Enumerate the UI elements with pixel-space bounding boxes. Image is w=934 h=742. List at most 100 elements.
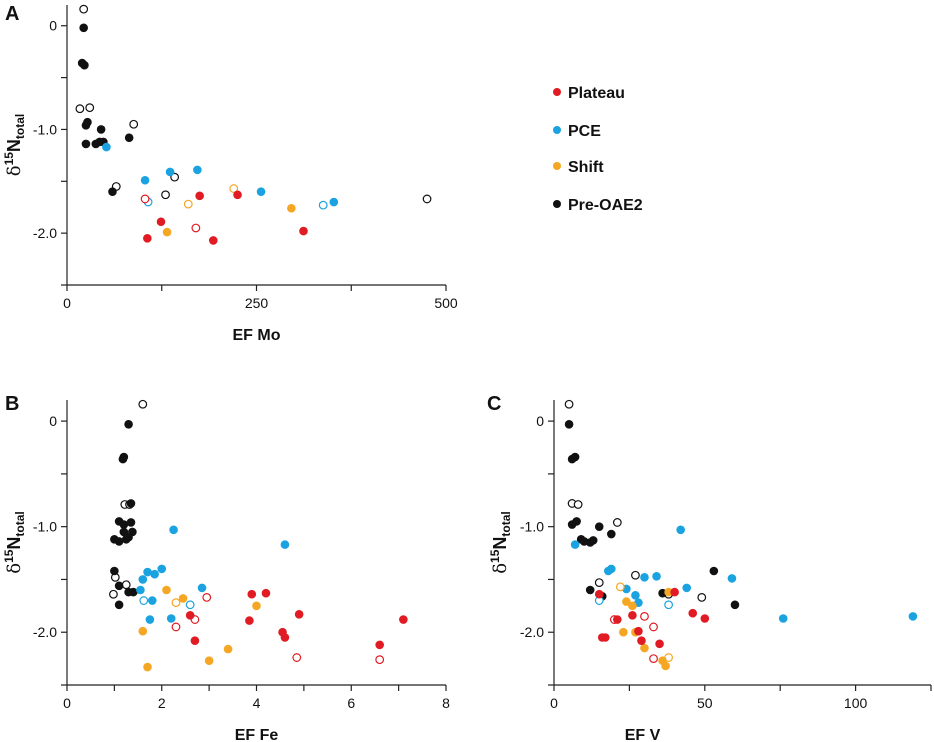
point-filled-pce-c: [652, 571, 661, 581]
point-filled-pre-oae2-b: [110, 566, 119, 576]
point-filled-pce-c: [570, 540, 580, 549]
point-filled-pce-b: [145, 615, 155, 624]
point-filled-shift-b: [178, 594, 188, 603]
y-tick-label-b: 0: [49, 413, 57, 429]
point-filled-pre-oae2-a: [83, 117, 92, 127]
legend-label-shift: Shift: [568, 159, 604, 176]
point-open-plateau-b: [375, 655, 385, 665]
point-filled-pce-a: [256, 187, 266, 196]
x-tick-label-b: 0: [63, 695, 71, 711]
point-filled-plateau-a: [299, 226, 308, 236]
point-filled-pce-c: [676, 525, 685, 535]
y-tick-label-c: -2.0: [520, 624, 544, 640]
point-filled-plateau-c: [655, 639, 664, 649]
point-filled-plateau-b: [261, 588, 271, 598]
point-filled-shift-b: [138, 626, 148, 636]
legend-marker-pre-oae2: [553, 200, 561, 208]
point-open-pre-oae2-a: [129, 119, 139, 129]
point-filled-pce-b: [197, 583, 207, 593]
point-filled-pce-b: [143, 567, 152, 577]
point-open-pce-a: [318, 200, 328, 210]
point-filled-pre-oae2-b: [124, 419, 133, 429]
legend: Plateau PCE Shift Pre-OAE2: [553, 85, 643, 214]
point-filled-shift-c: [622, 597, 631, 606]
point-filled-plateau-c: [700, 614, 710, 623]
panel-a: A 0 -1.0 -2.0 0 250 500 EF Mo δ15Ntotal: [2, 3, 458, 344]
point-filled-pre-oae2-c: [570, 452, 580, 462]
x-tick-label-a: 0: [63, 295, 71, 311]
point-filled-pce-c: [908, 612, 918, 621]
point-filled-shift-b: [223, 644, 233, 654]
point-filled-pre-oae2-c: [594, 522, 604, 531]
legend-marker-pce: [553, 126, 561, 134]
x-tick-label-b: 8: [442, 695, 450, 711]
y-tick-label-b: -1.0: [33, 519, 57, 535]
y-tick-label-a: 0: [49, 18, 57, 34]
point-filled-plateau-a: [143, 234, 152, 243]
x-axis-title-c: EF V: [625, 727, 661, 742]
point-filled-pre-oae2-c: [564, 419, 574, 429]
point-filled-pce-b: [147, 596, 157, 605]
point-open-pre-oae2-b: [109, 589, 118, 599]
point-filled-pce-b: [169, 525, 178, 535]
point-open-shift-b: [171, 598, 181, 608]
point-open-pre-oae2-c: [631, 570, 640, 580]
point-filled-pre-oae2-c: [709, 566, 719, 576]
x-tick-label-c: 0: [550, 695, 558, 711]
panel-b: B 0 -1.0 -2.0 0 2 4 6 8 EF Fe δ15Ntotal: [2, 393, 450, 742]
point-filled-plateau-c: [613, 615, 622, 624]
y-axis-title-b: δ15Ntotal: [2, 511, 27, 574]
x-tick-label-b: 2: [158, 695, 166, 711]
point-filled-pre-oae2-a: [81, 139, 91, 149]
x-tick-label-c: 100: [844, 695, 868, 711]
legend-marker-shift: [553, 162, 561, 170]
point-filled-shift-b: [162, 585, 171, 595]
point-filled-pre-oae2-c: [607, 529, 616, 539]
point-filled-plateau-b: [190, 636, 200, 645]
point-open-plateau-c: [649, 622, 658, 632]
point-filled-plateau-a: [233, 190, 242, 200]
point-filled-shift-c: [640, 643, 649, 653]
point-filled-shift-c: [661, 661, 670, 671]
point-open-pce-b: [139, 596, 149, 605]
point-open-shift-a: [183, 199, 193, 209]
point-filled-pce-b: [150, 569, 159, 579]
y-tick-label-c: 0: [536, 413, 544, 429]
legend-label-pce: PCE: [568, 123, 601, 140]
point-filled-pre-oae2-b: [126, 518, 136, 527]
point-filled-plateau-a: [156, 217, 166, 227]
legend-label-pre-oae2: Pre-OAE2: [568, 197, 643, 214]
panel-c: C 0 -1.0 -2.0 0 50 100 EF V δ15Ntotal: [487, 393, 932, 742]
point-filled-shift-a: [162, 227, 172, 237]
y-tick-label-a: -1.0: [33, 121, 57, 137]
point-filled-plateau-c: [594, 589, 604, 599]
point-open-pre-oae2-c: [573, 500, 583, 509]
point-open-pre-oae2-c: [612, 518, 622, 527]
point-filled-shift-b: [252, 601, 261, 611]
point-open-pre-oae2-c: [697, 592, 707, 602]
point-filled-shift-b: [143, 662, 152, 672]
x-axis-title-b: EF Fe: [235, 727, 279, 742]
point-filled-pce-c: [727, 574, 737, 583]
point-filled-pre-oae2-b: [119, 520, 129, 529]
point-open-plateau-a: [140, 194, 150, 204]
y-tick-label-b: -2.0: [33, 624, 57, 640]
point-open-plateau-b: [292, 653, 302, 662]
y-axis-title-a: δ15Ntotal: [2, 114, 27, 177]
point-open-shift-a: [229, 184, 239, 193]
point-open-pre-oae2-a: [161, 190, 170, 200]
point-filled-pre-oae2-b: [129, 587, 138, 597]
point-filled-pce-c: [607, 564, 616, 574]
point-filled-pre-oae2-c: [572, 517, 581, 526]
point-filled-plateau-b: [247, 589, 257, 599]
point-filled-pce-c: [631, 590, 640, 600]
point-filled-pce-a: [140, 175, 150, 185]
y-tick-label-c: -1.0: [520, 519, 544, 535]
point-filled-plateau-b: [294, 609, 304, 619]
point-open-plateau-b: [171, 622, 181, 632]
point-filled-pce-b: [280, 540, 290, 549]
point-open-plateau-b: [202, 592, 212, 602]
point-open-plateau-a: [191, 223, 201, 233]
point-open-pre-oae2-b: [138, 399, 148, 409]
